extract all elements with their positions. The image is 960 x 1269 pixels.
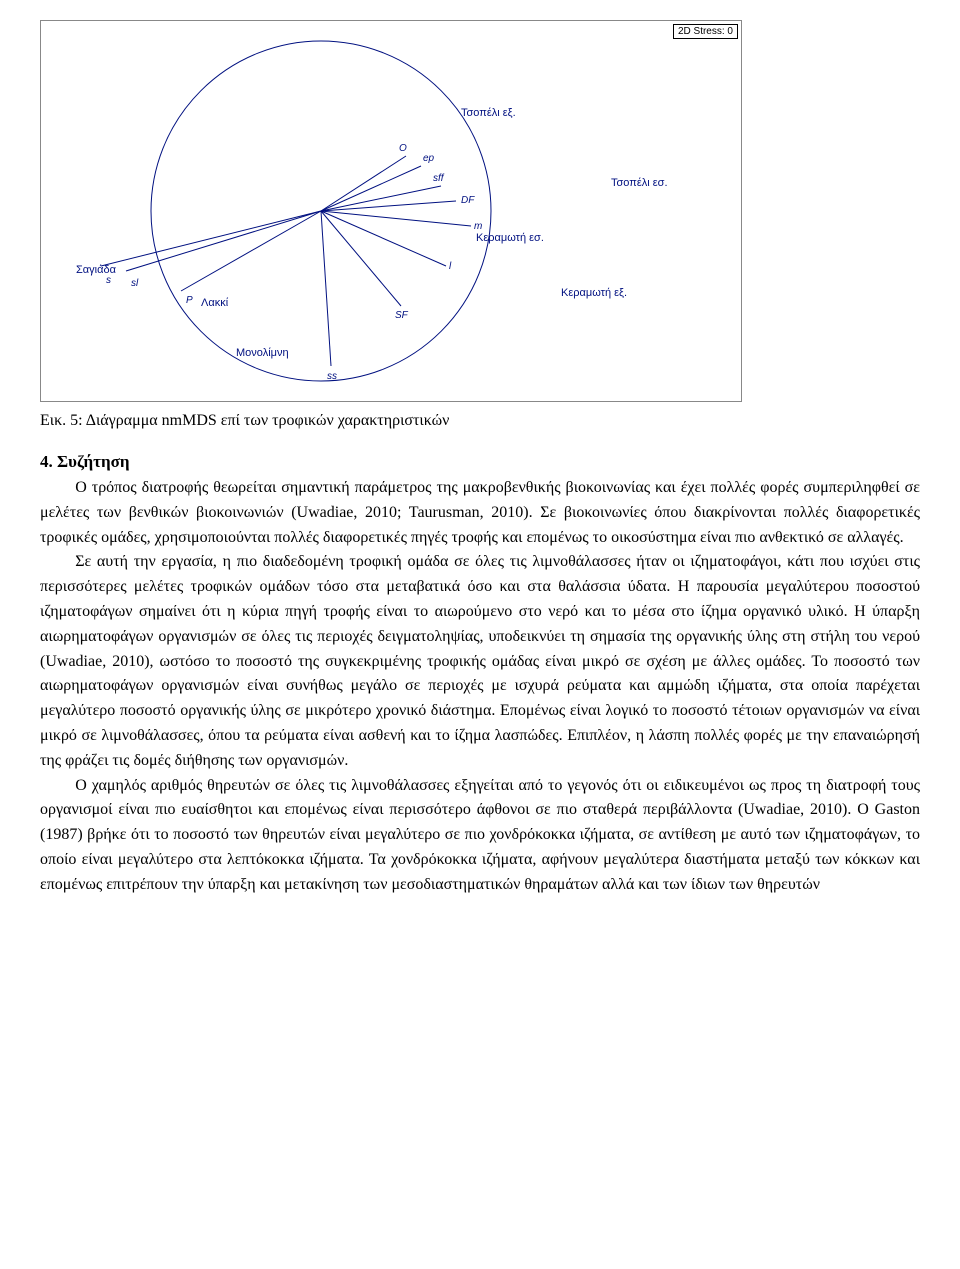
vector-label: SF — [395, 310, 409, 321]
vector-label: sff — [433, 173, 445, 184]
figure-caption: Εικ. 5: Διάγραμμα nmMDS επί των τροφικών… — [40, 412, 920, 430]
section-heading: 4. Συζήτηση — [40, 452, 920, 472]
vector-label: sl — [131, 278, 139, 289]
paragraph-1: Ο τρόπος διατροφής θεωρείται σημαντική π… — [40, 476, 920, 550]
vector-line — [321, 211, 401, 306]
vector-label: s — [106, 275, 111, 286]
vector-line — [321, 201, 456, 211]
site-label: Μονολίμνη — [236, 347, 289, 359]
vector-label: m — [474, 221, 482, 232]
vector-label: DF — [461, 195, 475, 206]
vector-label: l — [449, 261, 452, 272]
vector-label: P — [186, 295, 193, 306]
vector-line — [181, 211, 321, 291]
vector-line — [321, 211, 471, 226]
chart-svg: s sl Pss SF l m DF sff ep O Τσοπέλι εξ. Τσοπέλι εσ.… — [41, 21, 741, 401]
vector-line — [321, 211, 446, 266]
vector-line — [126, 211, 321, 271]
site-label: Τσοπέλι εσ. — [611, 177, 668, 189]
vector-line — [321, 186, 441, 211]
vector-label: ss — [327, 371, 337, 382]
site-label: Λακκί — [201, 297, 229, 309]
vector-line — [101, 211, 321, 266]
site-label: Κεραμωτή εσ. — [476, 232, 544, 244]
paragraph-3: Ο χαμηλός αριθμός θηρευτών σε όλες τις λ… — [40, 774, 920, 898]
vector-label: ep — [423, 153, 435, 164]
site-label: Κεραμωτή εξ. — [561, 287, 627, 299]
nmMDS-chart: 2D Stress: 0 s sl Pss SF l m DF sff ep O Τσοπέλι ε… — [40, 20, 742, 402]
site-label: Τσοπέλι εξ. — [461, 107, 516, 119]
site-label: Σαγιάδα — [76, 264, 117, 276]
vector-line — [321, 156, 406, 211]
stress-label: 2D Stress: 0 — [673, 24, 738, 39]
vector-line — [321, 211, 331, 366]
paragraph-2: Σε αυτή την εργασία, η πιο διαδεδομένη τ… — [40, 550, 920, 773]
vector-label: O — [399, 143, 407, 154]
